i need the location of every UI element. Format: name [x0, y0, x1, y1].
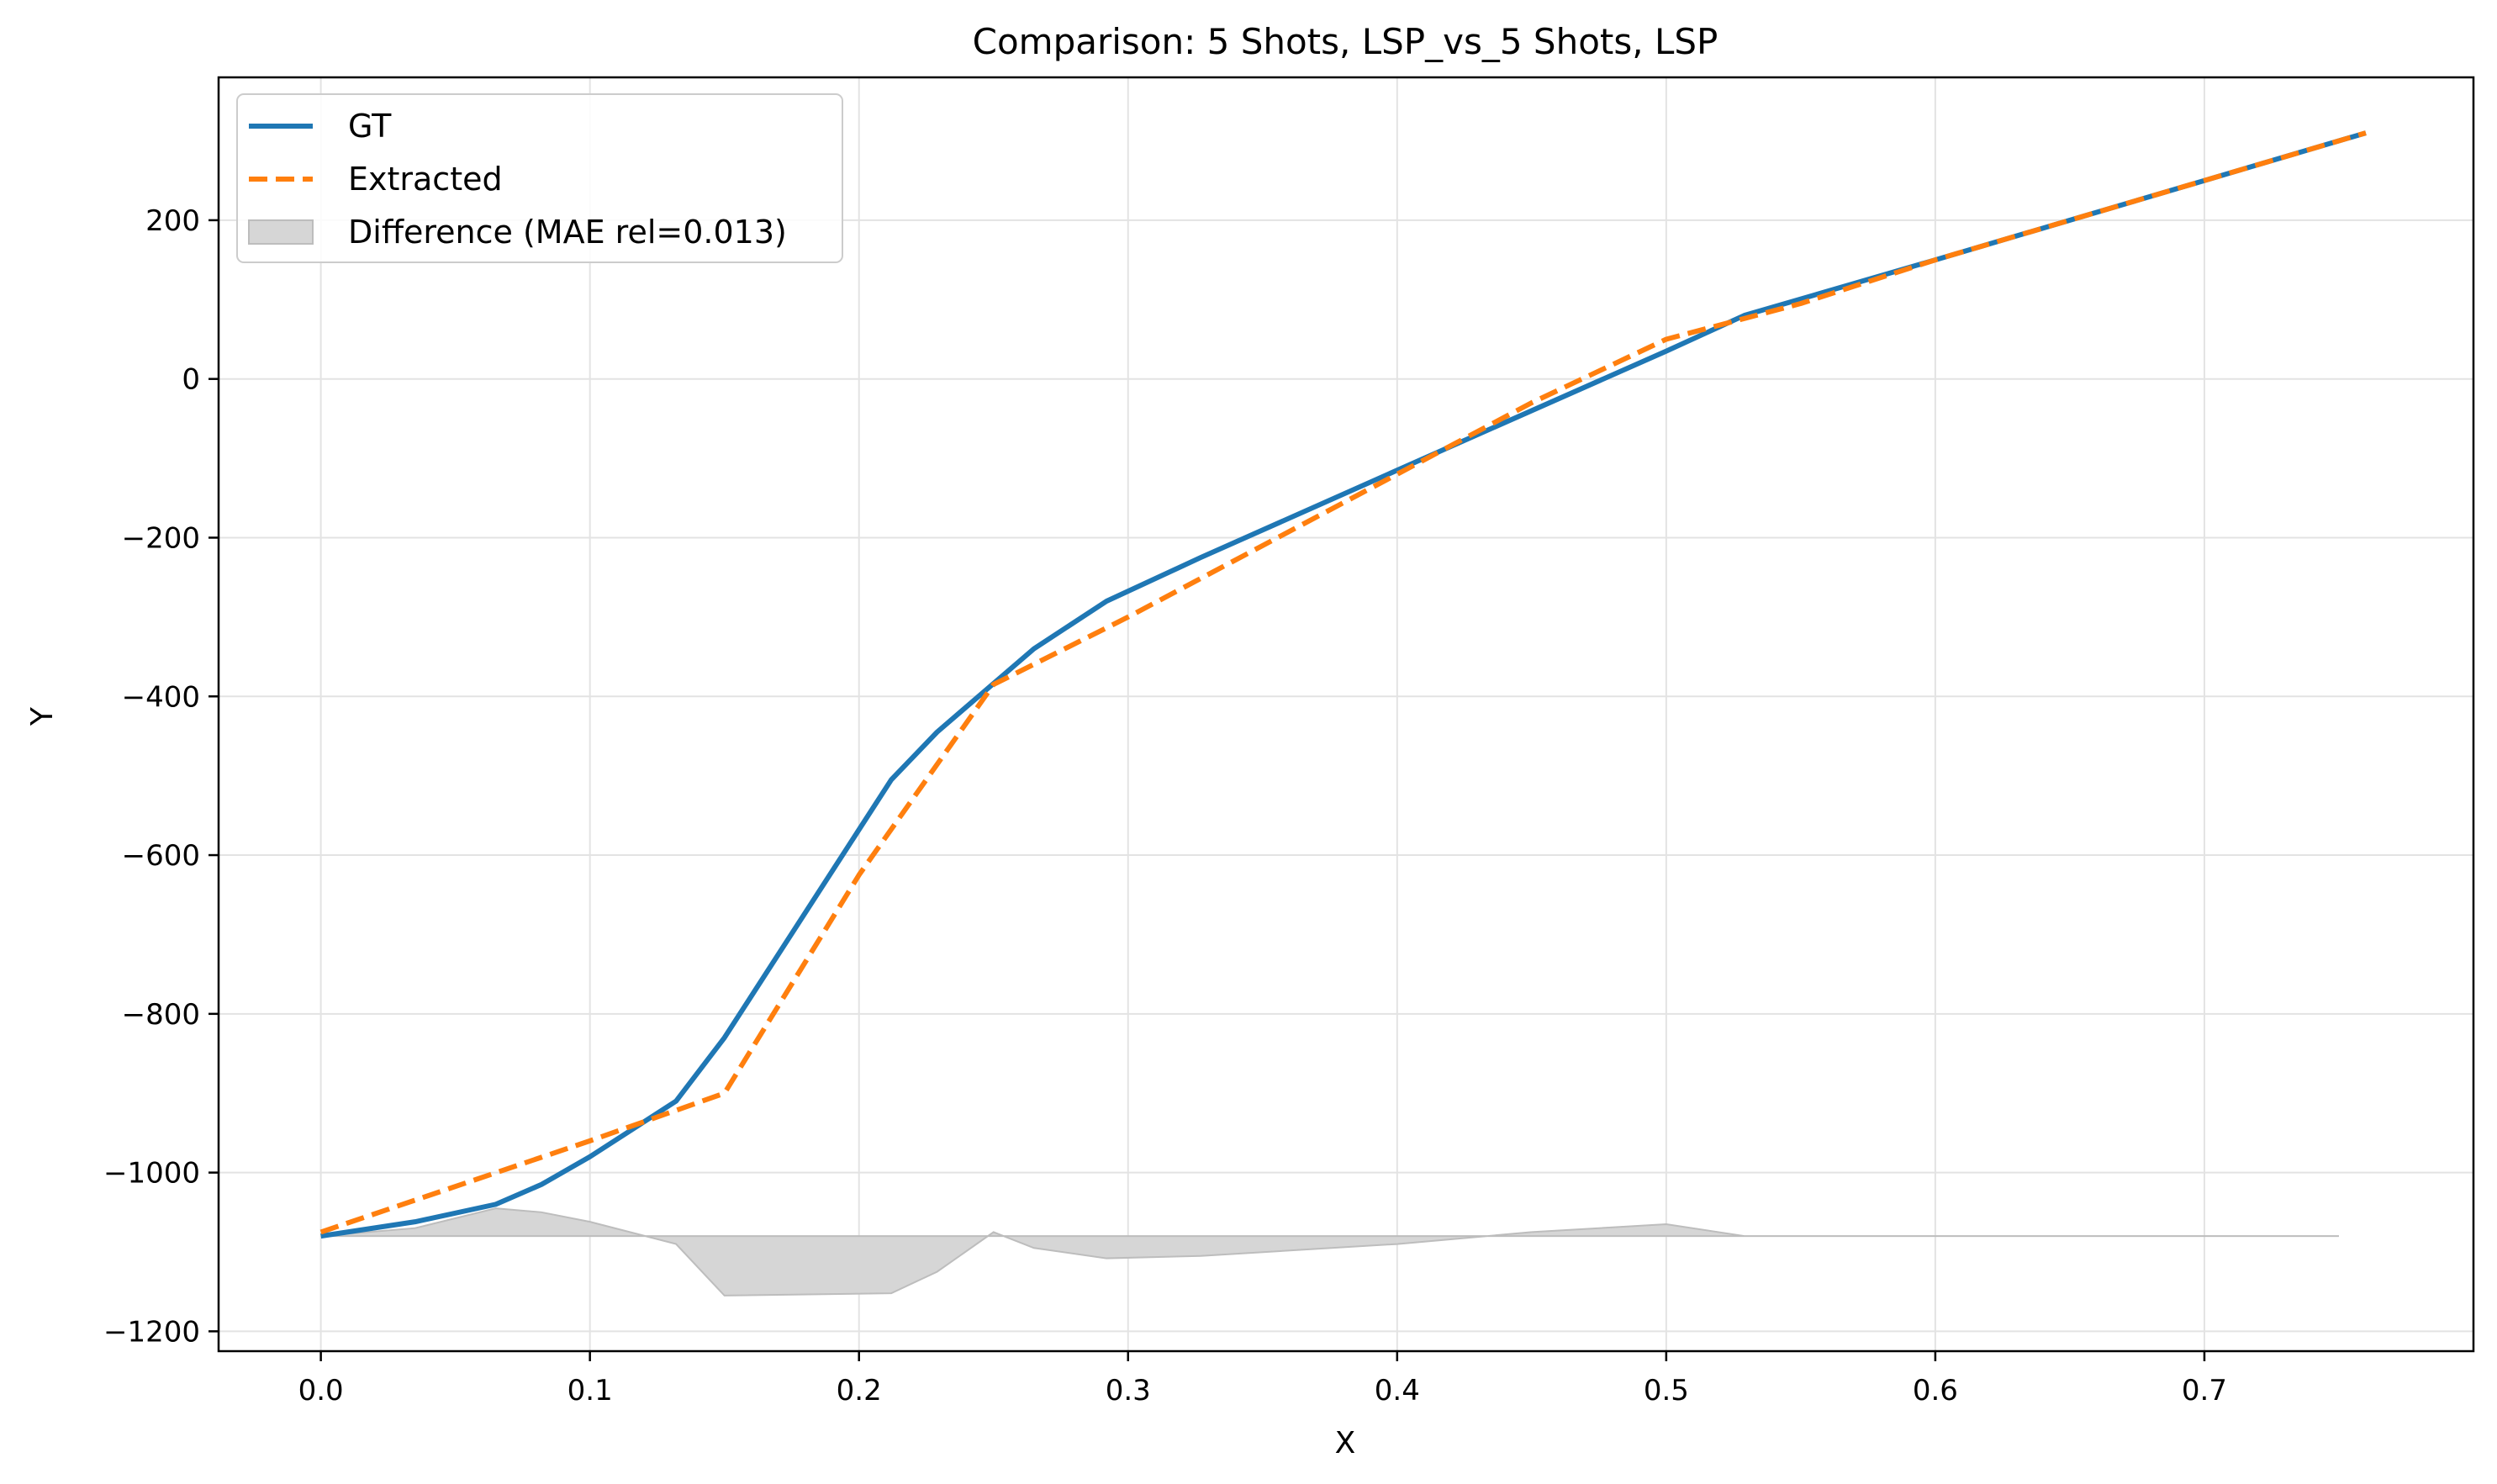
- y-tick-label: −600: [122, 839, 200, 873]
- legend-label: GT: [348, 108, 392, 145]
- x-axis-label: X: [1335, 1426, 1356, 1460]
- chart-title: Comparison: 5 Shots, LSP_vs_5 Shots, LSP: [973, 21, 1718, 62]
- x-tick-label: 0.1: [568, 1374, 613, 1407]
- x-tick-label: 0.3: [1106, 1374, 1151, 1407]
- legend-swatch-difference: [248, 219, 314, 245]
- y-axis-label: Y: [25, 706, 60, 726]
- x-tick-label: 0.5: [1644, 1374, 1689, 1407]
- y-tick-label: 0: [182, 363, 200, 397]
- y-tick-label: −1200: [103, 1315, 200, 1349]
- y-tick-label: −400: [122, 680, 200, 714]
- legend-box: [236, 93, 843, 263]
- difference-area: [320, 1207, 2339, 1297]
- legend-label: Extracted: [348, 161, 503, 198]
- x-tick-label: 0.2: [837, 1374, 882, 1407]
- extracted-series-line: [319, 130, 2367, 1235]
- x-tick-label: 0.6: [1913, 1374, 1958, 1407]
- gt-series-line: [320, 130, 2367, 1239]
- y-tick-label: 200: [145, 204, 200, 238]
- plot-frame: [217, 76, 2475, 1353]
- x-tick-label: 0.7: [2182, 1374, 2227, 1407]
- x-tick-label: 0.4: [1375, 1374, 1420, 1407]
- legend-label: Difference (MAE rel=0.013): [348, 214, 787, 251]
- y-tick-label: −200: [122, 521, 200, 555]
- legend: GT Extracted Difference (MAE rel=0.013): [236, 93, 843, 263]
- y-tick-label: −1000: [103, 1157, 200, 1191]
- x-tick-label: 0.0: [298, 1374, 344, 1407]
- y-tick-label: −800: [122, 998, 200, 1032]
